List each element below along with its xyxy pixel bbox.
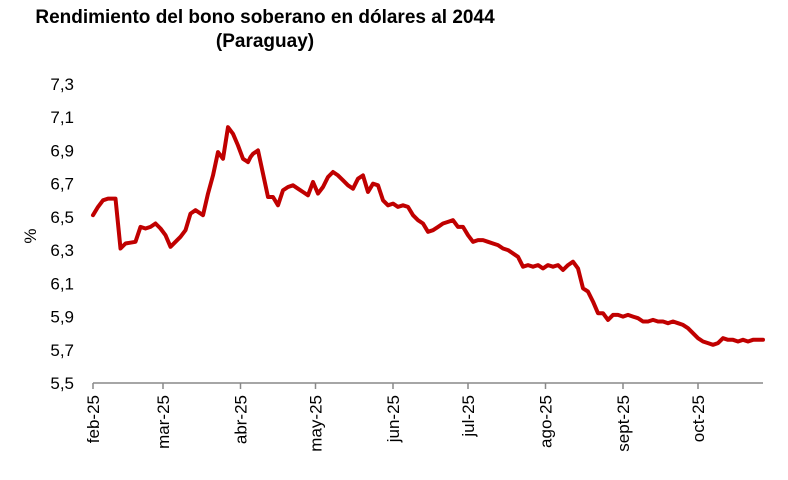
x-tick-label: jul-25 <box>459 395 478 438</box>
x-tick-label: abr-25 <box>232 395 251 444</box>
chart-title-main: Rendimiento del bono soberano en dólares… <box>35 7 495 28</box>
y-tick-label: 6,1 <box>50 274 74 293</box>
y-tick-label: 6,7 <box>50 175 74 194</box>
x-tick-label: ago-25 <box>537 395 556 448</box>
series-line <box>91 125 765 347</box>
chart-subtitle: (Paraguay) <box>215 31 315 52</box>
y-tick-label: 6,9 <box>50 141 74 160</box>
y-tick-label: 6,3 <box>50 241 74 260</box>
plot-area <box>91 125 765 347</box>
y-tick-label: 6,5 <box>50 208 74 227</box>
y-tick-label: 5,9 <box>50 308 74 327</box>
y-tick-label: 5,7 <box>50 341 74 360</box>
y-axis-label: % <box>21 228 40 243</box>
x-tick-label: jun-25 <box>384 395 403 443</box>
y-tick-label: 7,3 <box>50 75 74 94</box>
x-tick-label: may-25 <box>307 395 326 452</box>
x-tick-label: feb-25 <box>84 395 103 443</box>
x-tick-label: oct-25 <box>689 395 708 442</box>
x-tick-label: sept-25 <box>614 395 633 452</box>
x-tick-label: mar-25 <box>154 395 173 449</box>
chart-title: Rendimiento del bono soberano en dólares… <box>0 6 530 54</box>
y-tick-label: 5,5 <box>50 374 74 393</box>
y-tick-label: 7,1 <box>50 108 74 127</box>
y-axis: 7,3 7,1 6,9 6,7 6,5 6,3 6,1 5,9 5,7 5,5 <box>50 75 74 393</box>
x-axis: feb-25 mar-25 abr-25 may-25 jun-25 jul-25 ago-… <box>84 382 763 452</box>
